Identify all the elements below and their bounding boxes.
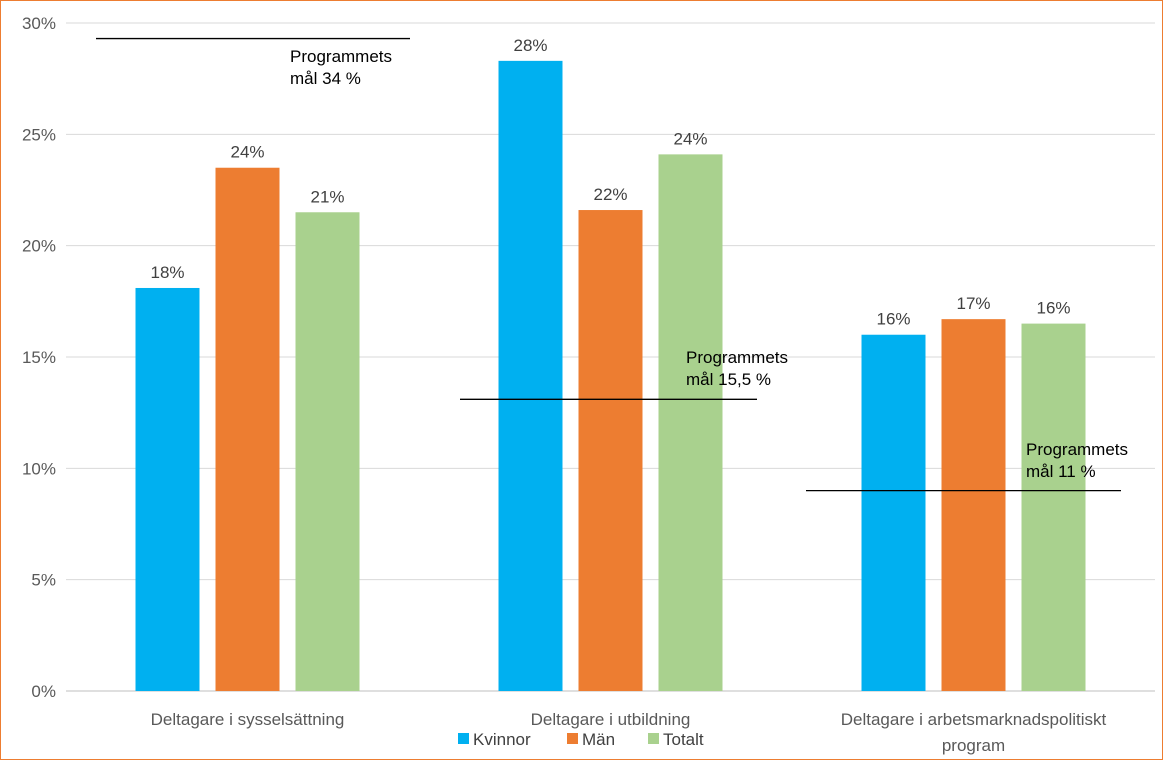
bar-totalt (658, 154, 723, 691)
legend: Kvinnor Män Totalt (458, 730, 704, 749)
bar-totalt (1021, 323, 1086, 691)
y-tick-label: 0% (31, 682, 56, 701)
x-axis: Deltagare i sysselsättning Deltagare i ut… (151, 710, 1107, 755)
data-label: 24% (230, 143, 264, 162)
legend-swatch (458, 733, 469, 744)
legend-label: Män (582, 730, 615, 749)
x-category-label: Deltagare i utbildning (531, 710, 691, 729)
data-labels: 18% 28% 16% 24% 22% 17% 21% 24% 16% (150, 36, 1070, 329)
data-label: 28% (513, 36, 547, 55)
legend-swatch (648, 733, 659, 744)
bar-m-n (941, 319, 1006, 691)
legend-swatch (567, 733, 578, 744)
legend-label: Kvinnor (473, 730, 531, 749)
bar-m-n (215, 167, 280, 691)
x-category-label: Deltagare i sysselsättning (151, 710, 345, 729)
data-label: 21% (310, 187, 344, 206)
y-tick-label: 25% (22, 125, 56, 144)
bar-kvinnor (135, 287, 200, 691)
y-tick-label: 15% (22, 348, 56, 367)
bar-kvinnor (498, 60, 563, 691)
bars (135, 60, 1086, 692)
data-label: 18% (150, 263, 184, 282)
bar-m-n (578, 210, 643, 692)
data-label: 22% (593, 185, 627, 204)
target-lines: Programmets mål 34 % Programmets mål 15,5 %… (96, 37, 1128, 492)
bar-totalt (295, 212, 360, 691)
data-label: 24% (673, 129, 707, 148)
target-label: Programmets mål 34 % (290, 47, 392, 88)
data-label: 17% (956, 294, 990, 313)
legend-label: Totalt (663, 730, 704, 749)
y-tick-label: 20% (22, 237, 56, 256)
target-label: Programmets mål 11 % (1026, 440, 1128, 481)
data-label: 16% (876, 310, 910, 329)
y-tick-label: 5% (31, 571, 56, 590)
y-axis: 0% 5% 10% 15% 20% 25% 30% (22, 14, 56, 701)
target-label: Programmets mål 15,5 % (686, 348, 788, 389)
x-category-label: Deltagare i arbetsmarknadspolitiskt progr… (841, 710, 1107, 755)
data-label: 16% (1036, 299, 1070, 318)
bar-kvinnor (861, 334, 926, 691)
y-tick-label: 10% (22, 459, 56, 478)
y-tick-label: 30% (22, 14, 56, 33)
